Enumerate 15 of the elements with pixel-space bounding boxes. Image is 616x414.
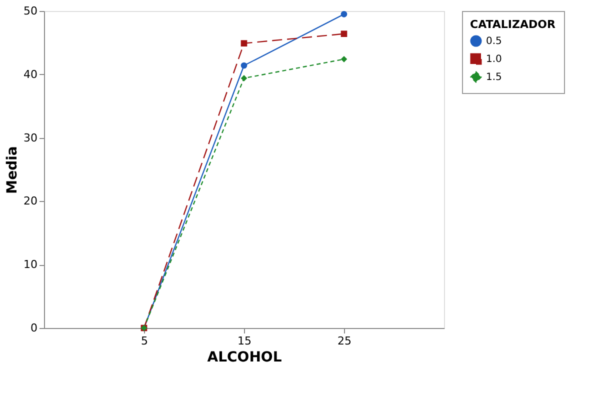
y-tick-label: 10 [24,258,38,272]
x-tick-label: 25 [338,334,352,348]
y-tick-label: 20 [24,194,38,208]
y-tick-label: 0 [30,322,38,334]
x-tick-label: 15 [238,334,252,348]
x-tick-label: 5 [141,334,148,348]
legend-label: 0.5 [486,36,502,47]
legend-title: CATALIZADOR [470,18,556,31]
legend-label: 1.5 [486,72,502,83]
y-tick-label: 50 [24,4,38,18]
x-axis-title: ALCOHOL [207,350,282,366]
y-axis-title: Media [4,146,21,194]
y-tick-label: 40 [24,68,38,81]
y-tick-label: 30 [24,131,38,144]
legend-label: 1.0 [486,54,502,65]
